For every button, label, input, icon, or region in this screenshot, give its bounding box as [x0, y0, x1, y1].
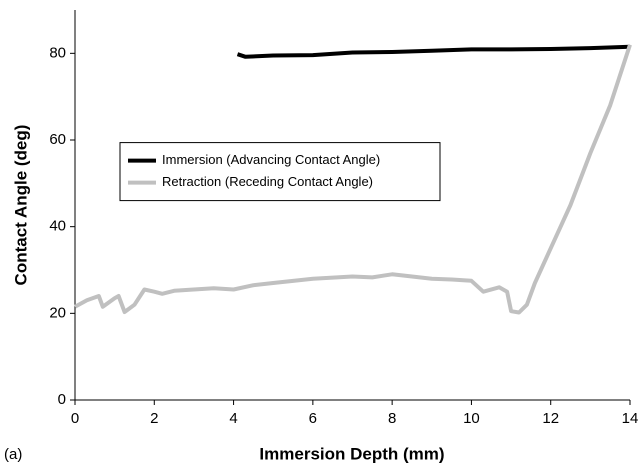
x-tick-label: 2 [150, 410, 158, 427]
legend-box [119, 142, 441, 202]
x-tick-label: 4 [229, 410, 237, 427]
legend-label: Immersion (Advancing Contact Angle) [162, 152, 380, 167]
x-tick-label: 12 [542, 410, 559, 427]
panel-label: (a) [4, 446, 22, 463]
x-axis-title: Immersion Depth (mm) [259, 444, 444, 463]
x-tick-label: 8 [388, 410, 396, 427]
y-tick-label: 0 [58, 391, 66, 408]
y-tick-label: 40 [49, 218, 66, 235]
x-tick-label: 6 [309, 410, 317, 427]
series-line [74, 44, 632, 315]
x-tick-label: 0 [71, 410, 79, 427]
y-tick-label: 60 [49, 131, 66, 148]
y-axis-title: Contact Angle (deg) [11, 125, 30, 286]
series-line [236, 44, 631, 59]
legend-label: Retraction (Receding Contact Angle) [162, 174, 373, 189]
y-tick-label: 80 [49, 44, 66, 61]
x-tick-label: 10 [463, 410, 480, 427]
y-tick-label: 20 [49, 304, 66, 321]
x-tick-label: 14 [622, 410, 639, 427]
